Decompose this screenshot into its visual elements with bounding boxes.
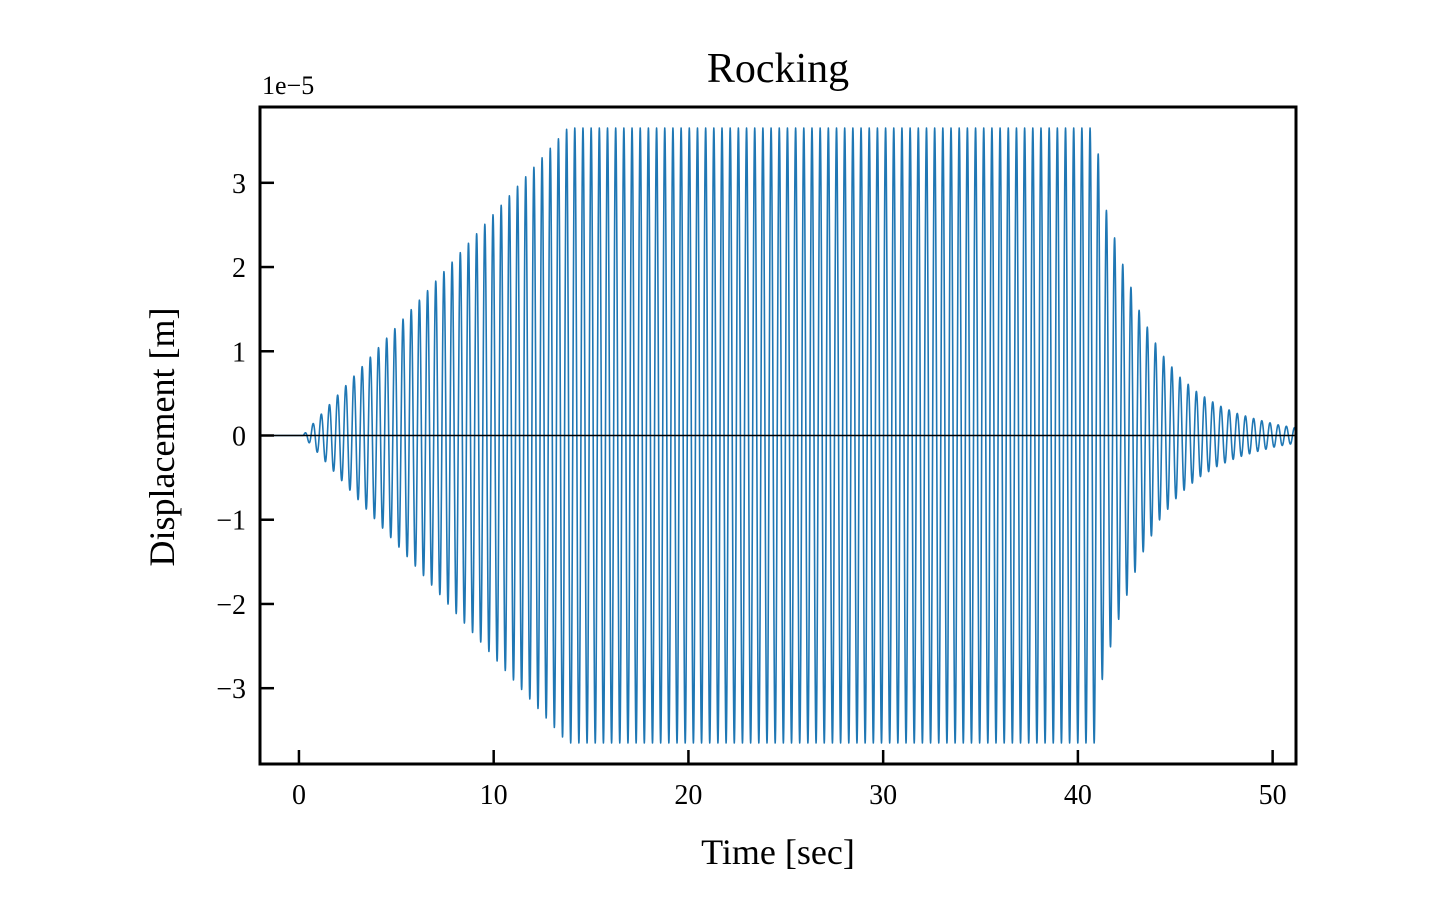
y-axis-label: Displacement [m] (142, 308, 182, 567)
y-tick-label: −3 (216, 674, 246, 705)
y-offset-label: 1e−5 (262, 71, 314, 100)
plot-frame (258, 105, 1298, 766)
y-tick-label: 2 (232, 253, 246, 284)
x-axis-label: Time [sec] (701, 832, 855, 872)
y-tick-label: 1 (232, 337, 246, 368)
y-tick-label: 0 (232, 422, 246, 453)
chart-title: Rocking (707, 46, 849, 92)
y-tick-label: 3 (232, 169, 246, 200)
x-tick-label: 10 (480, 780, 508, 811)
y-tick-label: −2 (216, 590, 246, 621)
series-layer (260, 127, 1296, 744)
axis-ticks: 0 10 20 30 40 50 −3 −2 −1 0 1 2 3 (216, 169, 1286, 811)
x-tick-label: 0 (292, 780, 306, 811)
y-tick-label: −1 (216, 506, 246, 537)
series-line-0 (260, 127, 1296, 744)
x-tick-label: 30 (869, 780, 897, 811)
x-tick-label: 40 (1064, 780, 1092, 811)
x-tick-label: 20 (674, 780, 702, 811)
x-tick-label: 50 (1259, 780, 1287, 811)
